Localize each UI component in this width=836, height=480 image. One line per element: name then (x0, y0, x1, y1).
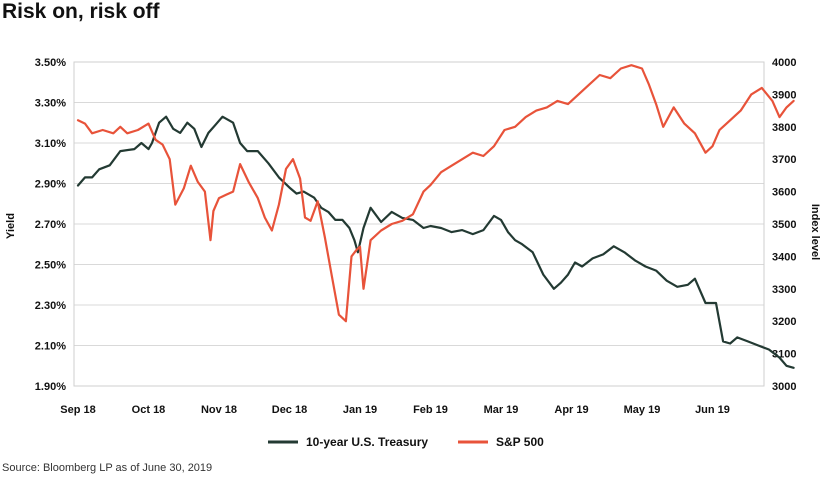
y-left-tick-label: 3.50% (35, 57, 66, 69)
x-tick-label: Nov 18 (201, 404, 237, 416)
y-left-tick-label: 2.90% (35, 179, 66, 191)
y-right-tick-label: 4000 (772, 57, 796, 69)
x-axis: Sep 18 Oct 18 Nov 18 Dec 18 Jan 19 Feb 19 Mar … (60, 404, 730, 416)
source-note: Source: Bloomberg LP as of June 30, 2019 (2, 462, 213, 474)
y-right-tick-label: 3700 (772, 154, 796, 166)
y-right-tick-label: 3900 (772, 89, 796, 101)
y-left-tick-label: 1.90% (35, 381, 66, 393)
series-line-treasury (76, 115, 795, 369)
y-left-tick-label: 2.30% (35, 300, 66, 312)
series-lines (76, 64, 795, 369)
y-right-tick-label: 3300 (772, 284, 796, 296)
x-tick-label: Apr 19 (554, 404, 588, 416)
y-left-tick-label: 3.30% (35, 98, 66, 110)
series-line-sp500 (76, 64, 795, 323)
x-tick-label: Jun 19 (695, 404, 730, 416)
x-tick-label: Feb 19 (413, 404, 448, 416)
y-axis-left: 1.90% 2.10% 2.30% 2.50% 2.70% 2.90% 3.10% 3.30%… (35, 57, 66, 393)
y-right-tick-label: 3500 (772, 219, 796, 231)
y-left-tick-label: 2.10% (35, 341, 66, 353)
x-tick-label: Jan 19 (343, 404, 377, 416)
y-axis-right-title: Index level (809, 204, 821, 260)
y-right-tick-label: 3800 (772, 122, 796, 134)
legend-label-sp500: S&P 500 (496, 435, 544, 449)
y-right-tick-label: 3400 (772, 251, 796, 263)
legend: 10-year U.S. Treasury S&P 500 (268, 435, 544, 449)
x-tick-label: Dec 18 (272, 404, 307, 416)
x-tick-label: Oct 18 (132, 404, 166, 416)
y-right-tick-label: 3000 (772, 381, 796, 393)
chart-title: Risk on, risk off (2, 0, 160, 23)
x-tick-label: Mar 19 (484, 404, 519, 416)
y-right-tick-label: 3600 (772, 187, 796, 199)
y-left-tick-label: 2.70% (35, 219, 66, 231)
x-tick-label: Sep 18 (60, 404, 95, 416)
y-axis-left-title: Yield (5, 213, 17, 239)
x-tick-label: May 19 (624, 404, 661, 416)
y-axis-right: 3000310032003300340035003600370038003900… (772, 57, 796, 393)
y-left-tick-label: 2.50% (35, 260, 66, 272)
y-left-tick-label: 3.10% (35, 138, 66, 150)
plot-border (73, 61, 765, 387)
y-right-tick-label: 3200 (772, 316, 796, 328)
legend-label-treasury: 10-year U.S. Treasury (306, 435, 428, 449)
